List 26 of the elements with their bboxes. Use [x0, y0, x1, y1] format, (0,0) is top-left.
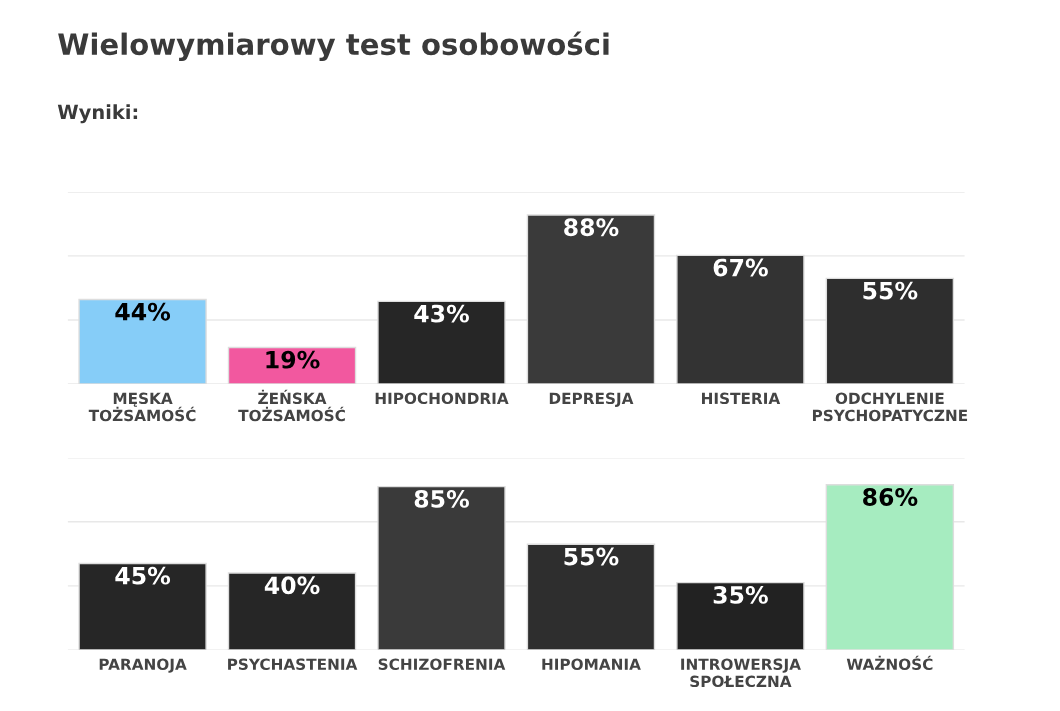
x-tick-label: HIPOCHONDRIA [375, 392, 509, 405]
x-tick-label: PSYCHASTENIA [228, 658, 358, 671]
data-label: 40% [264, 576, 320, 595]
data-label: 85% [414, 489, 469, 508]
data-label: 45% [115, 566, 171, 585]
data-label: 55% [564, 547, 619, 566]
data-label: 86% [863, 488, 918, 506]
data-label: 67% [713, 258, 768, 277]
x-tick-label: ODCHYLENIE PSYCHOPATYCZNE [812, 392, 968, 422]
data-label: 55% [863, 281, 918, 300]
x-tick-label: SCHIZOFRENIA [378, 658, 506, 671]
chart-subtitle: Wyniki: [57, 104, 138, 124]
x-tick-label: HIPOMANIA [542, 658, 641, 671]
x-tick-label: INTROWERSJA SPOŁECZNA [681, 658, 801, 688]
x-tick-label: PARANOJA [99, 658, 187, 673]
data-label: 35% [713, 585, 768, 604]
data-label: 44% [115, 302, 171, 321]
x-tick-label: ŻEŃSKA TOŻSAMOŚĆ [238, 389, 345, 422]
data-label: 19% [266, 350, 320, 369]
x-tick-label: MĘSKA TOŻSAMOŚĆ [88, 392, 196, 422]
x-tick-label: DEPRESJA [549, 392, 634, 407]
data-label: 88% [564, 218, 619, 237]
data-label: 43% [414, 304, 469, 323]
chart-title: Wielowymiarowy test osobowości [58, 31, 609, 62]
x-tick-label: WAŻNOŚĆ [846, 655, 933, 671]
x-tick-label: HISTERIA [702, 392, 781, 405]
